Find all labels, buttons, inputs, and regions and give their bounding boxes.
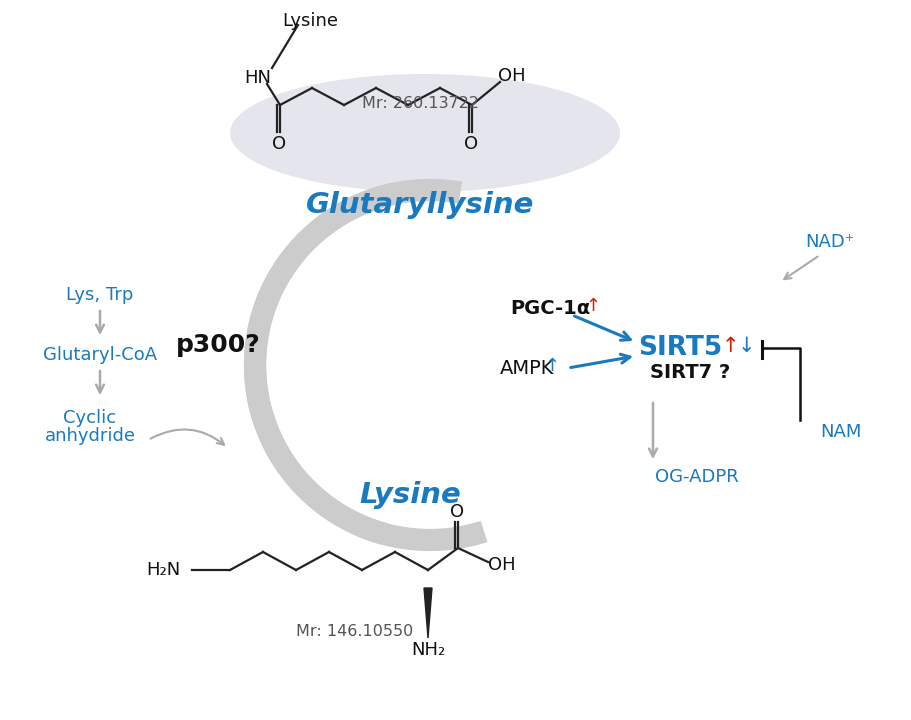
Text: ↑: ↑ [722, 336, 739, 356]
Text: OH: OH [498, 67, 526, 85]
Text: O: O [272, 135, 286, 153]
Text: Glutaryllysine: Glutaryllysine [306, 191, 534, 219]
Text: OH: OH [488, 556, 516, 574]
Text: Cyclic: Cyclic [64, 409, 117, 427]
Text: Lysine: Lysine [282, 12, 338, 30]
Text: OG-ADPR: OG-ADPR [655, 468, 739, 486]
Text: ↓: ↓ [737, 336, 754, 356]
Text: Glutaryl-CoA: Glutaryl-CoA [43, 346, 157, 364]
Text: HN: HN [244, 69, 271, 87]
Polygon shape [424, 588, 432, 638]
Text: H₂N: H₂N [146, 561, 180, 579]
Text: NAD⁺: NAD⁺ [805, 233, 855, 251]
Text: Lysine: Lysine [359, 481, 461, 509]
Text: NH₂: NH₂ [411, 641, 445, 659]
Text: NAM: NAM [820, 423, 862, 441]
Text: ↑: ↑ [586, 297, 600, 315]
Text: SIRT5: SIRT5 [638, 335, 722, 361]
Text: Mr: 146.10550: Mr: 146.10550 [296, 624, 414, 639]
Text: O: O [450, 503, 464, 521]
Text: Mr: 260.13722: Mr: 260.13722 [362, 96, 478, 112]
Text: AMPK: AMPK [500, 359, 555, 377]
Text: O: O [464, 135, 478, 153]
Text: ↑: ↑ [545, 357, 559, 375]
Text: p300?: p300? [176, 333, 261, 357]
Text: PGC-1α: PGC-1α [510, 299, 590, 318]
Text: Lys, Trp: Lys, Trp [67, 286, 134, 304]
Text: anhydride: anhydride [45, 427, 136, 445]
Text: SIRT7 ?: SIRT7 ? [650, 364, 731, 382]
Ellipse shape [230, 74, 620, 192]
